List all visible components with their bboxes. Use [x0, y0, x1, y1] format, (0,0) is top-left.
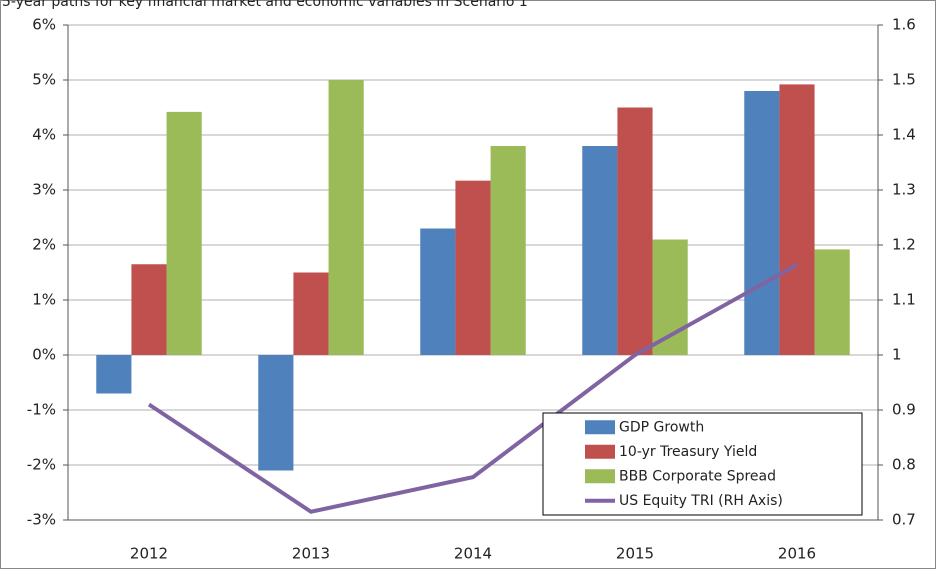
- bar: [617, 107, 653, 355]
- bar: [258, 355, 294, 471]
- y2-tick-label: 1.4: [892, 126, 916, 144]
- y2-tick-label: 0.8: [892, 456, 916, 474]
- bar: [814, 249, 850, 355]
- y2-tick-label: 1.2: [892, 236, 916, 254]
- y2-tick-label: 0.7: [892, 511, 916, 529]
- legend-label: BBB Corporate Spread: [619, 468, 776, 484]
- bar: [744, 91, 780, 355]
- y2-tick-label: 1.3: [892, 181, 916, 199]
- x-tick-label: 2012: [130, 545, 168, 563]
- y2-tick-label: 1.6: [892, 16, 916, 34]
- bar: [96, 355, 132, 394]
- bar: [293, 272, 329, 355]
- bar: [582, 146, 618, 355]
- bar: [779, 84, 815, 356]
- bar: [420, 228, 456, 355]
- y-tick-label: -2%: [27, 456, 56, 474]
- y-tick-label: 0%: [32, 346, 56, 364]
- y-tick-label: -1%: [27, 401, 56, 419]
- legend-label: US Equity TRI (RH Axis): [619, 493, 783, 509]
- legend-swatch: [585, 444, 615, 459]
- bar: [455, 180, 491, 355]
- x-tick-label: 2014: [454, 545, 492, 563]
- y2-tick-label: 1.5: [892, 71, 916, 89]
- y-tick-label: 5%: [32, 71, 56, 89]
- legend-label: 10-yr Treasury Yield: [619, 444, 757, 460]
- bar: [131, 264, 167, 355]
- bar: [490, 146, 526, 355]
- y-tick-label: 3%: [32, 181, 56, 199]
- y-tick-label: 2%: [32, 236, 56, 254]
- bar: [328, 80, 364, 355]
- y2-tick-label: 0.9: [892, 401, 916, 419]
- y2-tick-label: 1.1: [892, 291, 916, 309]
- x-tick-label: 2015: [616, 545, 654, 563]
- legend-swatch: [585, 469, 615, 484]
- y-tick-label: 4%: [32, 126, 56, 144]
- legend-label: GDP Growth: [619, 419, 704, 435]
- x-tick-label: 2013: [292, 545, 330, 563]
- y-tick-label: -3%: [27, 511, 56, 529]
- legend-swatch: [585, 420, 615, 435]
- chart-title: 5-year paths for key financial market an…: [2, 0, 528, 10]
- y-tick-label: 1%: [32, 291, 56, 309]
- bar: [166, 111, 202, 356]
- y2-tick-label: 1: [892, 346, 902, 364]
- line: [147, 263, 798, 514]
- x-tick-label: 2016: [778, 545, 816, 563]
- legend-box: [542, 412, 863, 516]
- y-tick-label: 6%: [32, 16, 56, 34]
